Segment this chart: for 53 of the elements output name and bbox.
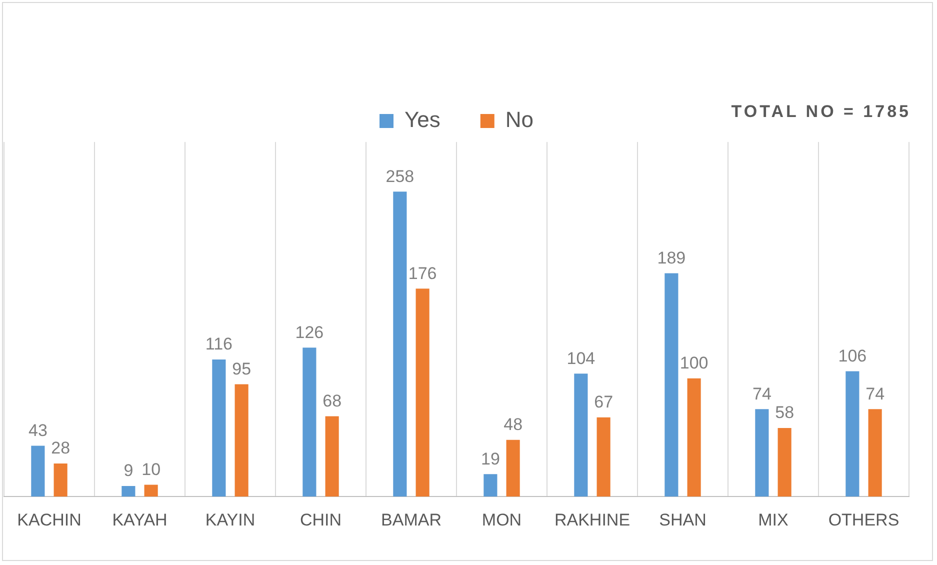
data-label: 67: [594, 392, 614, 412]
bar: [325, 416, 339, 497]
x-tick-label: KAYIN: [205, 510, 256, 530]
x-tick-label: KAYAH: [112, 510, 168, 530]
bar: [31, 446, 45, 497]
bar: [596, 417, 610, 497]
data-label: 74: [866, 384, 885, 404]
bar: [416, 288, 430, 497]
bar: [484, 474, 498, 497]
x-tick-label: RAKHINE: [554, 510, 630, 530]
data-label: 106: [838, 346, 867, 366]
data-label: 48: [504, 415, 523, 434]
data-label: 100: [680, 354, 708, 373]
bar: [122, 486, 136, 497]
data-label: 95: [232, 359, 252, 378]
bar: [144, 484, 158, 497]
bar: [868, 409, 882, 497]
bar: [755, 409, 769, 497]
data-label: 116: [205, 334, 232, 354]
bar: [664, 273, 678, 497]
bar: [302, 348, 316, 497]
data-label: 28: [51, 438, 70, 458]
bar: [212, 359, 226, 497]
data-label: 10: [142, 460, 161, 479]
data-label: 176: [408, 264, 437, 283]
x-tick-label: MIX: [758, 510, 788, 530]
bar: [687, 378, 701, 497]
x-tick-label: CHIN: [300, 510, 342, 530]
data-label: 126: [295, 322, 324, 342]
data-label: 258: [386, 166, 414, 186]
text: TOTAL NO = 1785: [731, 102, 911, 122]
legend-label: Yes: [404, 107, 440, 132]
data-label: 19: [480, 449, 500, 468]
data-label: 68: [322, 391, 342, 410]
bar: [574, 374, 588, 497]
bar: [234, 384, 248, 497]
bar: [393, 192, 407, 497]
x-tick-label: MON: [482, 510, 522, 530]
data-label: 58: [775, 403, 794, 422]
x-tick-label: SHAN: [659, 510, 706, 530]
data-label: 43: [28, 420, 48, 440]
x-tick-label: BAMAR: [381, 510, 442, 530]
x-tick-label: OTHERS: [828, 510, 900, 530]
data-label: 9: [124, 461, 134, 480]
bar: [506, 440, 520, 497]
data-label: 104: [566, 348, 596, 368]
x-tick-label: KACHIN: [17, 510, 82, 530]
data-label: 74: [752, 384, 772, 404]
bar: [54, 464, 68, 497]
bar: [846, 371, 860, 497]
bar: [778, 428, 792, 497]
data-label: 189: [657, 248, 686, 268]
legend-label: No: [505, 107, 534, 132]
